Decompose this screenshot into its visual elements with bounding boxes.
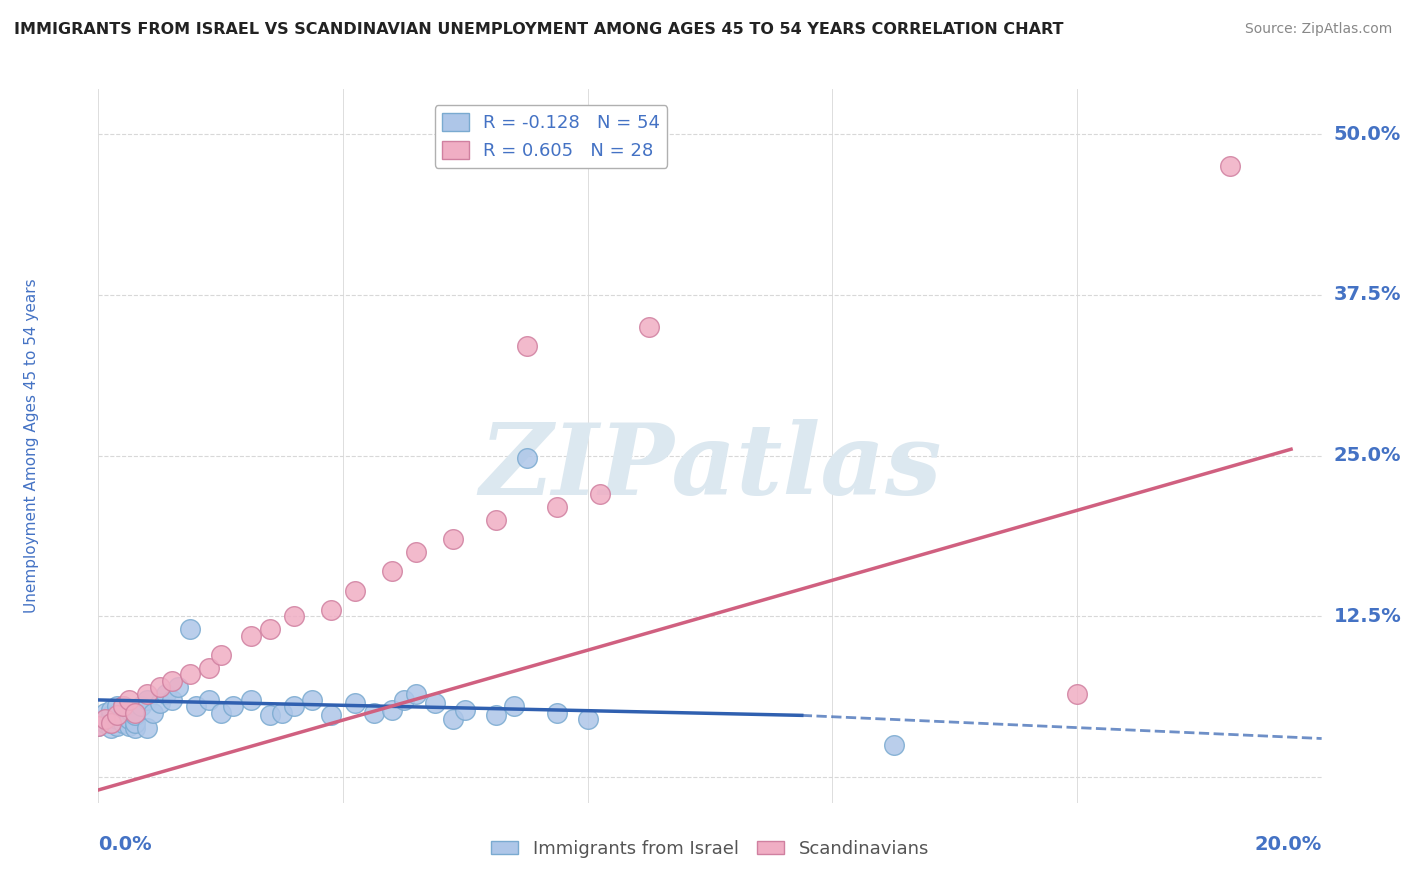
Text: 37.5%: 37.5% <box>1334 285 1402 304</box>
Point <box>124 708 146 723</box>
Legend: Immigrants from Israel, Scandinavians: Immigrants from Israel, Scandinavians <box>484 833 936 865</box>
Point <box>405 686 427 700</box>
Point <box>883 738 905 752</box>
Point <box>100 703 122 717</box>
Point <box>124 716 146 731</box>
Point <box>485 513 508 527</box>
Point <box>197 661 219 675</box>
Point <box>441 712 464 726</box>
Text: 25.0%: 25.0% <box>1334 446 1402 465</box>
Point <box>93 706 115 720</box>
Point <box>93 712 115 726</box>
Point <box>344 696 367 710</box>
Point <box>392 693 416 707</box>
Point <box>111 708 134 723</box>
Text: Unemployment Among Ages 45 to 54 years: Unemployment Among Ages 45 to 54 years <box>24 278 38 614</box>
Point <box>240 629 263 643</box>
Point <box>149 696 172 710</box>
Point <box>124 721 146 735</box>
Point <box>209 706 232 720</box>
Point <box>405 545 427 559</box>
Point <box>454 703 477 717</box>
Point <box>1219 159 1241 173</box>
Point <box>105 719 128 733</box>
Point <box>589 487 612 501</box>
Text: IMMIGRANTS FROM ISRAEL VS SCANDINAVIAN UNEMPLOYMENT AMONG AGES 45 TO 54 YEARS CO: IMMIGRANTS FROM ISRAEL VS SCANDINAVIAN U… <box>14 22 1063 37</box>
Point <box>136 686 159 700</box>
Point <box>344 583 367 598</box>
Point <box>259 622 281 636</box>
Point <box>441 533 464 547</box>
Text: 20.0%: 20.0% <box>1254 835 1322 854</box>
Point <box>142 706 165 720</box>
Point <box>111 699 134 714</box>
Point <box>423 696 446 710</box>
Point <box>381 565 404 579</box>
Point <box>118 703 141 717</box>
Point <box>240 693 263 707</box>
Point <box>259 708 281 723</box>
Point <box>222 699 245 714</box>
Point <box>637 320 661 334</box>
Point <box>129 699 152 714</box>
Point <box>485 708 508 723</box>
Point <box>105 706 128 720</box>
Point <box>516 339 538 353</box>
Point <box>111 716 134 731</box>
Point <box>87 719 110 733</box>
Point <box>186 699 208 714</box>
Point <box>100 708 122 723</box>
Point <box>93 716 115 731</box>
Point <box>149 680 172 694</box>
Text: ZIPatlas: ZIPatlas <box>479 419 941 516</box>
Point <box>179 667 201 681</box>
Point <box>100 716 122 731</box>
Point <box>576 712 599 726</box>
Point <box>118 719 141 733</box>
Point <box>160 693 183 707</box>
Point <box>516 451 538 466</box>
Point <box>503 699 526 714</box>
Point <box>270 706 292 720</box>
Point <box>179 622 201 636</box>
Point <box>363 706 385 720</box>
Text: Source: ZipAtlas.com: Source: ZipAtlas.com <box>1244 22 1392 37</box>
Point <box>283 699 305 714</box>
Point <box>105 708 128 723</box>
Point <box>167 680 190 694</box>
Point <box>197 693 219 707</box>
Point <box>100 721 122 735</box>
Point <box>209 648 232 662</box>
Point <box>87 719 110 733</box>
Point <box>105 712 128 726</box>
Point <box>118 712 141 726</box>
Point <box>301 693 323 707</box>
Point <box>124 706 146 720</box>
Point <box>546 500 568 514</box>
Point <box>155 686 177 700</box>
Point <box>100 716 122 731</box>
Point <box>283 609 305 624</box>
Text: 0.0%: 0.0% <box>98 835 152 854</box>
Point <box>111 699 134 714</box>
Point <box>319 603 342 617</box>
Point <box>136 721 159 735</box>
Point <box>381 703 404 717</box>
Text: 50.0%: 50.0% <box>1334 125 1402 144</box>
Point <box>546 706 568 720</box>
Point <box>1066 686 1088 700</box>
Point <box>105 699 128 714</box>
Point <box>136 693 159 707</box>
Point <box>93 712 115 726</box>
Point <box>319 708 342 723</box>
Point <box>160 673 183 688</box>
Point <box>118 693 141 707</box>
Text: 12.5%: 12.5% <box>1334 607 1402 626</box>
